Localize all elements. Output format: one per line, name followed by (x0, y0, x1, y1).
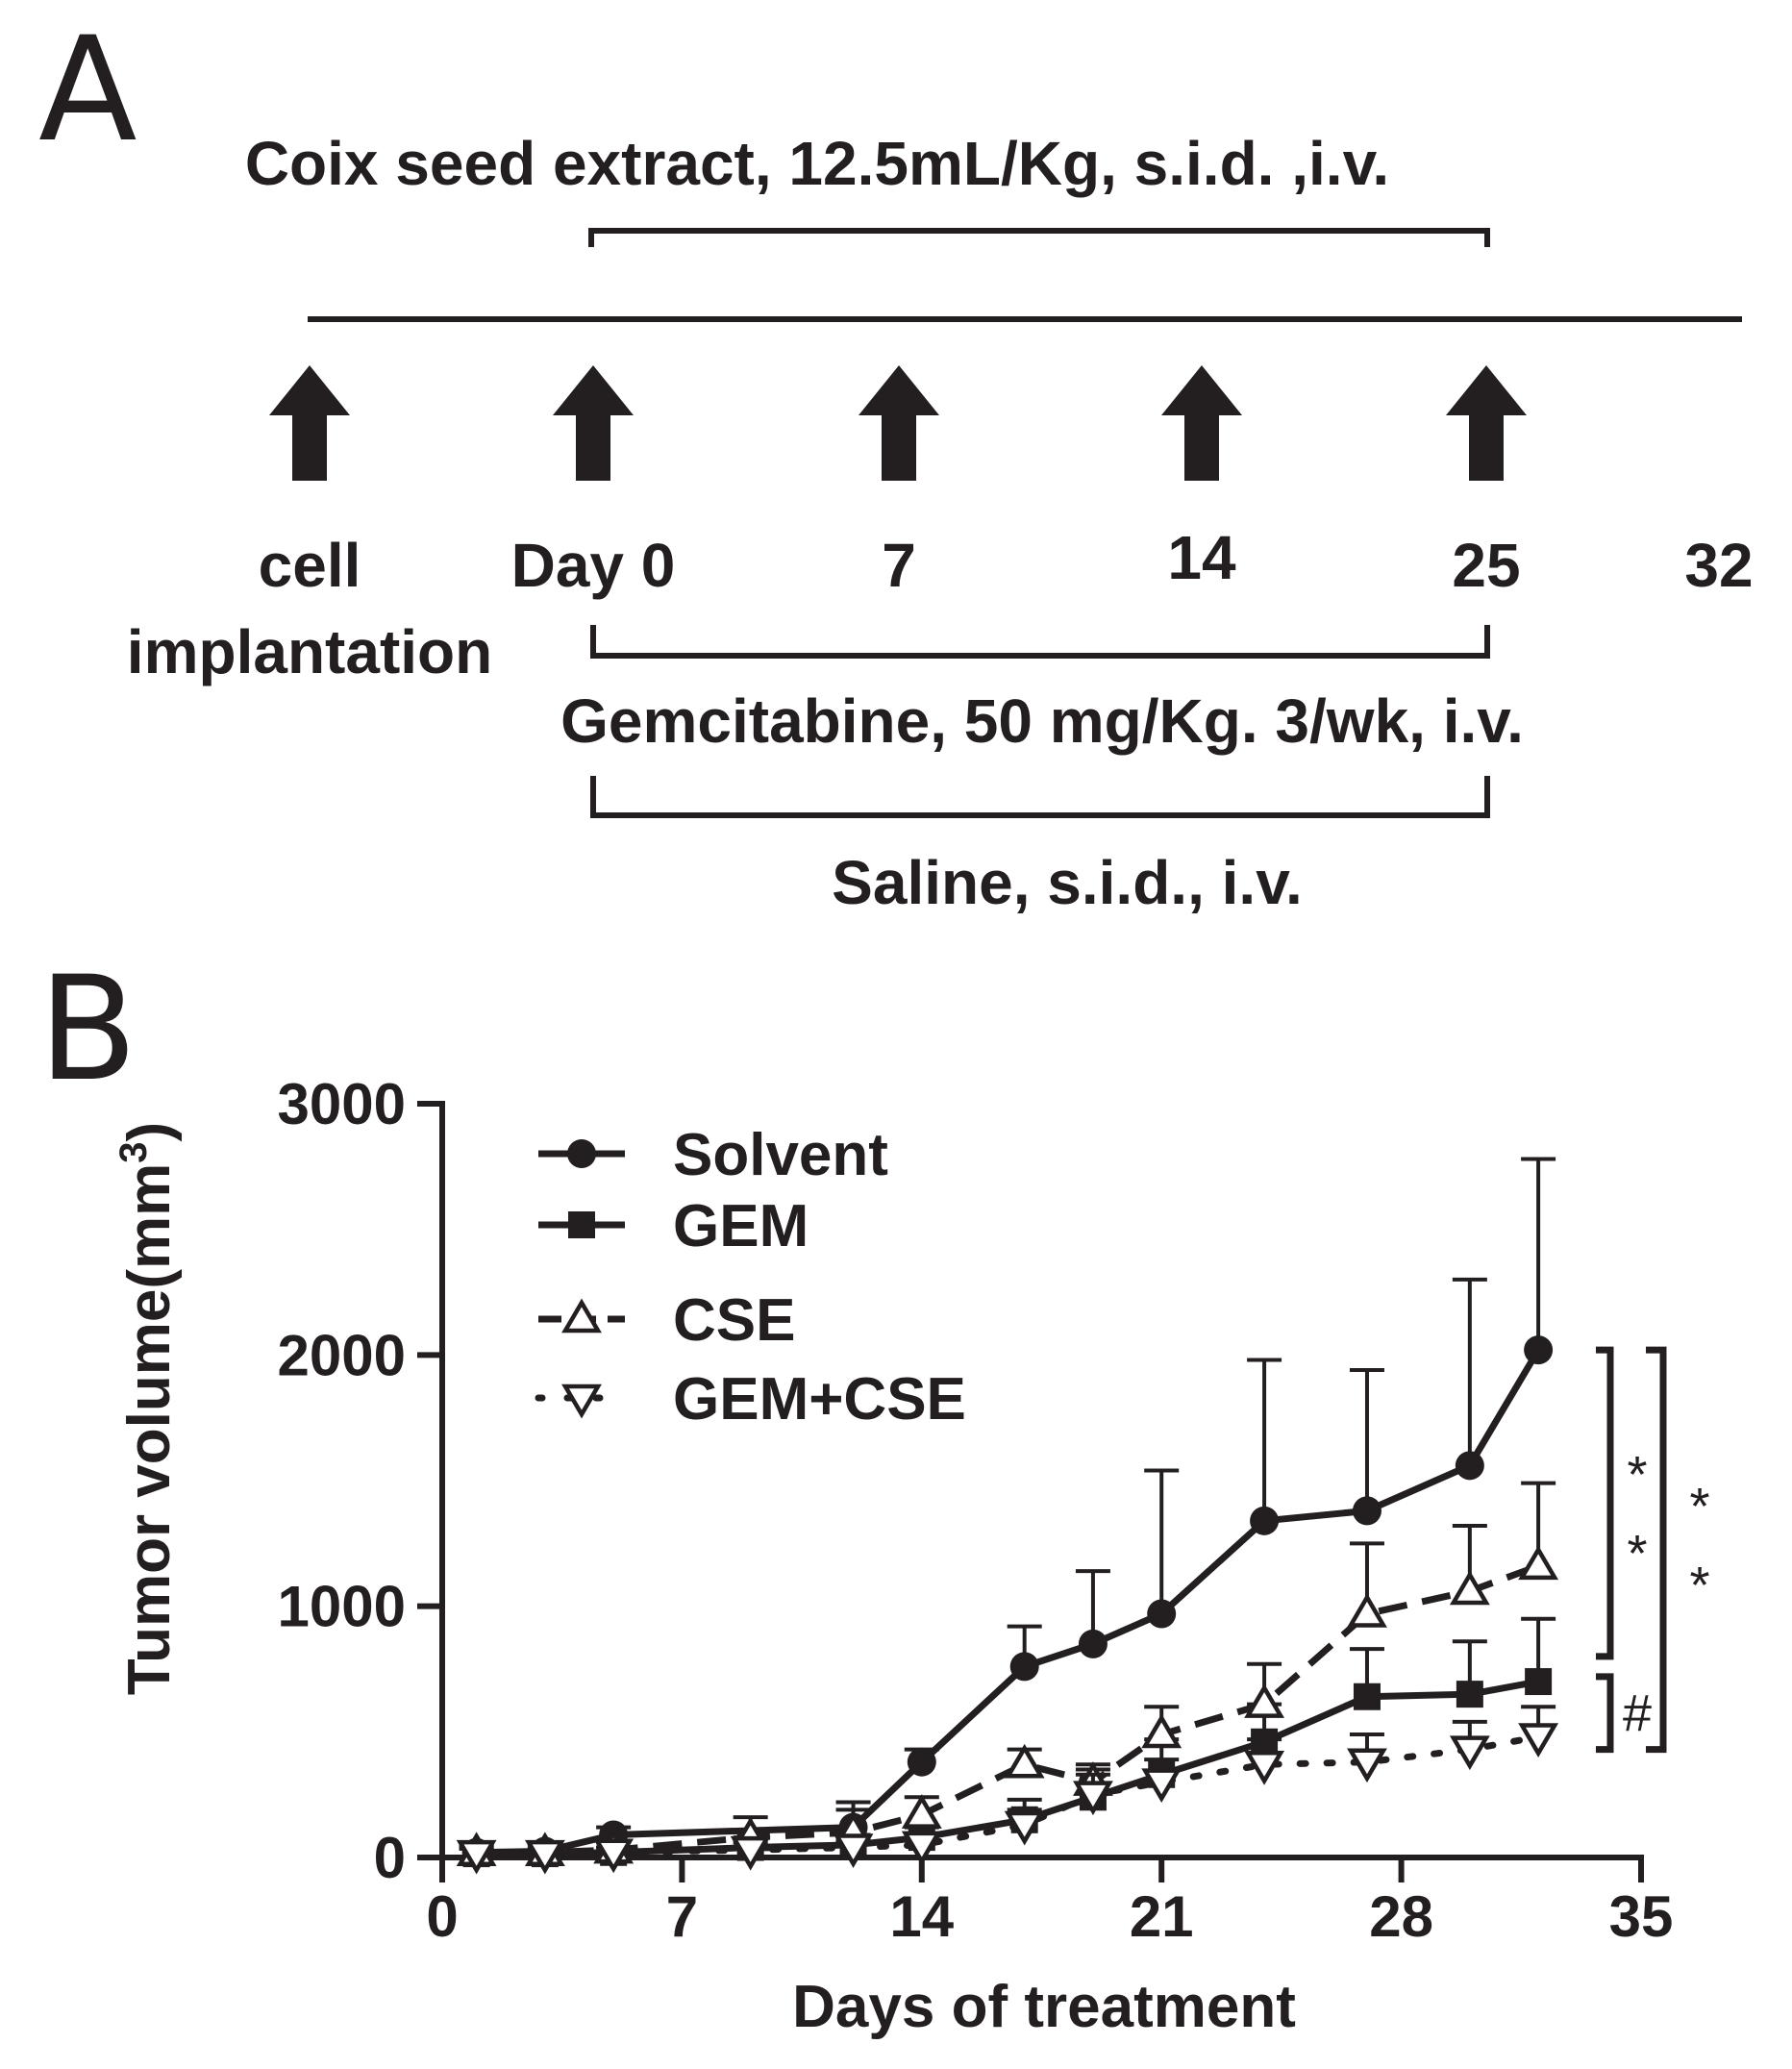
data-point (1147, 1599, 1177, 1629)
data-point (1525, 1668, 1553, 1696)
bracket-gem-vs-combo (1596, 1673, 1614, 1754)
data-point (1347, 1748, 1387, 1783)
x-tick-label: 0 (426, 1884, 458, 1949)
panel-a: A Coix seed extract, 12.5mL/Kg, s.i.d. ,… (38, 7, 1754, 917)
x-axis-label: Days of treatment (792, 1974, 1296, 2040)
data-point (1455, 1451, 1484, 1481)
timepoint-label-implantation: implantation (127, 617, 492, 686)
up-arrow-3 (859, 365, 939, 481)
data-point (1456, 1681, 1483, 1708)
x-tick-label: 7 (666, 1884, 698, 1949)
legend-marker (568, 1211, 595, 1238)
up-arrow-1 (269, 365, 350, 481)
cse-bracket (588, 228, 1490, 247)
data-point (907, 1747, 936, 1777)
timepoint-label-14: 14 (1167, 523, 1236, 592)
data-point (1244, 1683, 1285, 1718)
up-arrow-2 (553, 365, 634, 481)
data-point (524, 1839, 565, 1875)
timepoint-label-day0: Day 0 (511, 531, 676, 600)
data-point (1004, 1810, 1045, 1846)
legend-label: Solvent (673, 1122, 888, 1188)
data-point (1004, 1743, 1045, 1779)
y-tick-label: 1000 (278, 1575, 406, 1639)
x-tick-label: 28 (1369, 1884, 1433, 1949)
y-tick-label: 3000 (278, 1072, 406, 1136)
y-tick-label: 0 (374, 1826, 406, 1890)
up-arrow-5 (1446, 365, 1527, 481)
data-point (1009, 1652, 1039, 1682)
x-tick-label: 35 (1609, 1884, 1674, 1949)
timepoint-label-7: 7 (882, 531, 916, 600)
gem-bracket (590, 625, 1490, 659)
chart-axes: 0 1000 2000 3000 0 7 14 21 28 35 (278, 1072, 1674, 1949)
legend-marker (561, 1383, 602, 1419)
data-point (1141, 1768, 1182, 1804)
y-tick-label: 2000 (278, 1323, 406, 1387)
timepoint-label-32: 32 (1684, 531, 1753, 600)
x-tick-label: 21 (1130, 1884, 1194, 1949)
data-point (1141, 1713, 1182, 1749)
series-gem-plus-cse (456, 1705, 1559, 1875)
data-point (833, 1833, 874, 1868)
legend-marker (567, 1139, 596, 1168)
data-point (1073, 1781, 1113, 1816)
outer-significance-star: * (1689, 1557, 1709, 1614)
legend-label: GEM+CSE (673, 1366, 966, 1433)
data-point (1244, 1751, 1285, 1785)
data-point (1518, 1723, 1559, 1758)
bracket-solvent-vs-gem (1596, 1346, 1614, 1660)
inner-significance-star: * (1627, 1446, 1647, 1504)
data-point (1518, 1545, 1559, 1581)
panel-b: B Tumor volume(mm3) Days of treatment 0 1… (38, 946, 1710, 2040)
series-cse (456, 1481, 1559, 1867)
data-point (593, 1838, 635, 1874)
saline-label: Saline, s.i.d., i.v. (832, 848, 1303, 917)
legend-marker (561, 1298, 602, 1334)
chart-series (456, 1157, 1559, 1875)
up-arrow-4 (1161, 365, 1242, 481)
panel-b-letter: B (38, 946, 137, 1113)
y-axis-label: Tumor volume(mm3) (112, 1122, 183, 1695)
panel-a-letter: A (38, 7, 137, 174)
data-point (456, 1839, 497, 1875)
timepoint-label-cell: cell (259, 531, 361, 600)
y-axis-label-superscript: 3 (112, 1141, 155, 1162)
gem-label: Gemcitabine, 50 mg/Kg. 3/wk, i.v. (560, 686, 1524, 756)
bracket-solvent-vs-combo (1646, 1346, 1667, 1754)
data-point (1449, 1570, 1490, 1606)
saline-bracket (590, 776, 1490, 818)
data-point (901, 1831, 942, 1866)
data-point (1449, 1735, 1490, 1771)
y-axis-label-text: Tumor volume(mm (116, 1163, 183, 1695)
legend-label: CSE (673, 1287, 795, 1354)
data-point (1347, 1593, 1387, 1628)
data-point (730, 1835, 771, 1871)
series-solvent (459, 1157, 1556, 1867)
data-point (1524, 1335, 1554, 1365)
legend-label: GEM (673, 1193, 809, 1259)
data-point (1352, 1496, 1381, 1526)
significance-annotations: * * * * # (1596, 1346, 1710, 1754)
data-point (1078, 1629, 1108, 1658)
x-tick-label: 14 (889, 1884, 954, 1949)
hash-significance-mark: # (1623, 1684, 1652, 1742)
cse-label: Coix seed extract, 12.5mL/Kg, s.i.d. ,i.… (245, 129, 1389, 198)
timepoint-label-25: 25 (1452, 531, 1520, 600)
y-axis-label-close: ) (116, 1122, 183, 1142)
data-point (901, 1794, 942, 1829)
outer-significance-star: * (1689, 1478, 1709, 1535)
data-point (1353, 1683, 1381, 1710)
data-point (1250, 1506, 1280, 1535)
dosing-arrows (269, 365, 1527, 481)
inner-significance-star: * (1627, 1525, 1647, 1583)
